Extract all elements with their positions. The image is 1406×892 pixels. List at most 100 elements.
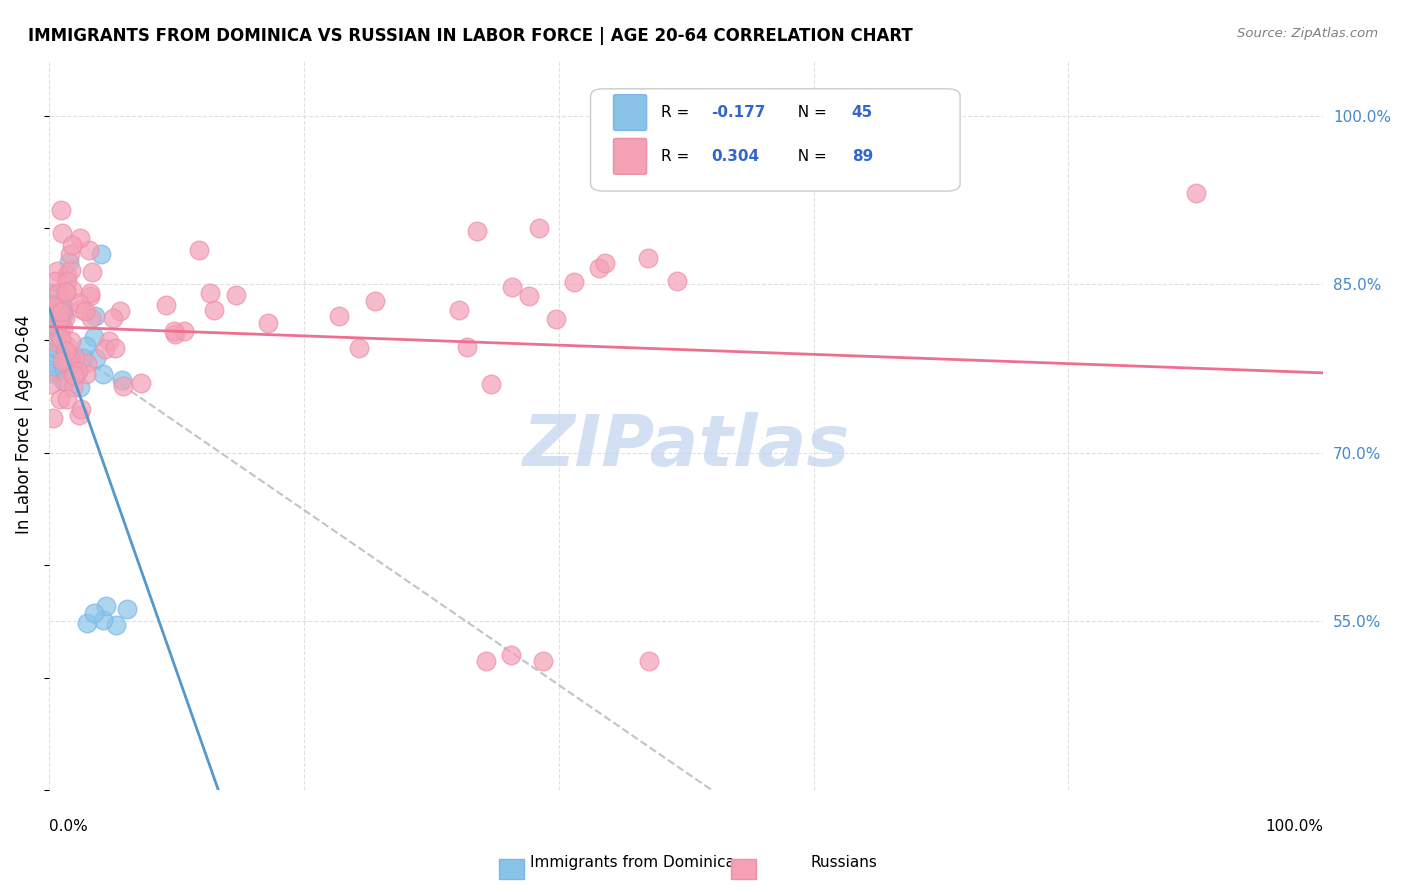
Russians — [60, 283, 83, 297]
Russians — [98, 334, 121, 348]
Russians — [456, 340, 478, 354]
Immigrants from Dominica — [44, 334, 66, 348]
Russians — [79, 244, 101, 258]
Russians — [49, 311, 72, 326]
Russians — [46, 263, 69, 277]
Russians — [527, 221, 550, 235]
Immigrants from Dominica — [39, 330, 62, 344]
Russians — [588, 260, 610, 275]
Russians — [79, 289, 101, 303]
Russians — [447, 303, 470, 318]
Russians — [56, 392, 79, 406]
Immigrants from Dominica — [49, 322, 72, 336]
Russians — [638, 654, 661, 668]
Text: ZIPatlas: ZIPatlas — [523, 412, 849, 481]
Russians — [55, 283, 77, 297]
Text: R =: R = — [661, 148, 693, 163]
Russians — [53, 311, 76, 326]
Immigrants from Dominica — [41, 305, 63, 319]
Text: Source: ZipAtlas.com: Source: ZipAtlas.com — [1237, 27, 1378, 40]
Russians — [101, 311, 124, 326]
Russians — [67, 296, 90, 310]
Russians — [155, 298, 177, 312]
Text: Russians: Russians — [810, 855, 877, 870]
Russians — [56, 339, 79, 353]
Russians — [187, 243, 209, 257]
Russians — [42, 411, 65, 425]
Russians — [173, 324, 195, 338]
Immigrants from Dominica — [39, 285, 62, 300]
Russians — [42, 299, 65, 313]
Immigrants from Dominica — [94, 599, 117, 614]
Russians — [59, 263, 82, 277]
Russians — [79, 286, 101, 301]
Russians — [39, 377, 62, 392]
Russians — [67, 363, 90, 377]
Russians — [111, 379, 134, 393]
Russians — [225, 288, 247, 302]
Russians — [467, 224, 489, 238]
FancyBboxPatch shape — [591, 89, 960, 191]
Text: N =: N = — [789, 104, 832, 120]
Immigrants from Dominica — [91, 367, 114, 381]
Russians — [75, 303, 97, 318]
Immigrants from Dominica — [86, 351, 108, 366]
Text: R =: R = — [661, 104, 693, 120]
Russians — [70, 301, 93, 316]
Russians — [55, 285, 77, 300]
Russians — [481, 376, 503, 391]
Russians — [41, 301, 63, 316]
Immigrants from Dominica — [56, 348, 79, 362]
Russians — [363, 293, 385, 308]
Immigrants from Dominica — [75, 339, 97, 353]
Russians — [93, 343, 115, 357]
Russians — [55, 352, 77, 367]
Immigrants from Dominica — [52, 374, 75, 388]
Immigrants from Dominica — [41, 322, 63, 336]
Russians — [60, 334, 83, 348]
Immigrants from Dominica — [45, 365, 67, 379]
Russians — [53, 374, 76, 388]
Immigrants from Dominica — [83, 330, 105, 344]
Immigrants from Dominica — [89, 246, 111, 260]
Immigrants from Dominica — [41, 325, 63, 339]
Russians — [49, 305, 72, 319]
Russians — [110, 303, 132, 318]
Text: 45: 45 — [852, 104, 873, 120]
Immigrants from Dominica — [44, 346, 66, 360]
Immigrants from Dominica — [104, 618, 127, 632]
Russians — [60, 238, 83, 252]
Russians — [562, 275, 585, 289]
Russians — [531, 654, 554, 668]
Russians — [257, 316, 280, 330]
Immigrants from Dominica — [41, 311, 63, 326]
Immigrants from Dominica — [91, 614, 114, 628]
Russians — [104, 341, 127, 355]
Immigrants from Dominica — [72, 351, 94, 366]
Immigrants from Dominica — [111, 373, 134, 387]
FancyBboxPatch shape — [613, 138, 647, 174]
Russians — [52, 321, 75, 335]
Immigrants from Dominica — [76, 616, 98, 631]
Y-axis label: In Labor Force | Age 20-64: In Labor Force | Age 20-64 — [15, 315, 32, 534]
Russians — [129, 376, 152, 391]
Russians — [79, 310, 101, 325]
Russians — [44, 335, 66, 350]
Russians — [62, 368, 84, 382]
Immigrants from Dominica — [41, 303, 63, 318]
Russians — [55, 344, 77, 359]
Immigrants from Dominica — [45, 341, 67, 355]
Russians — [63, 350, 86, 364]
Immigrants from Dominica — [46, 297, 69, 311]
Russians — [80, 265, 103, 279]
Russians — [62, 380, 84, 394]
Russians — [49, 297, 72, 311]
Text: 0.304: 0.304 — [711, 148, 759, 163]
Immigrants from Dominica — [65, 367, 87, 381]
Russians — [202, 302, 225, 317]
Russians — [163, 326, 186, 341]
Russians — [46, 318, 69, 333]
Text: 0.0%: 0.0% — [49, 819, 87, 834]
Russians — [637, 251, 659, 265]
Russians — [595, 255, 617, 269]
